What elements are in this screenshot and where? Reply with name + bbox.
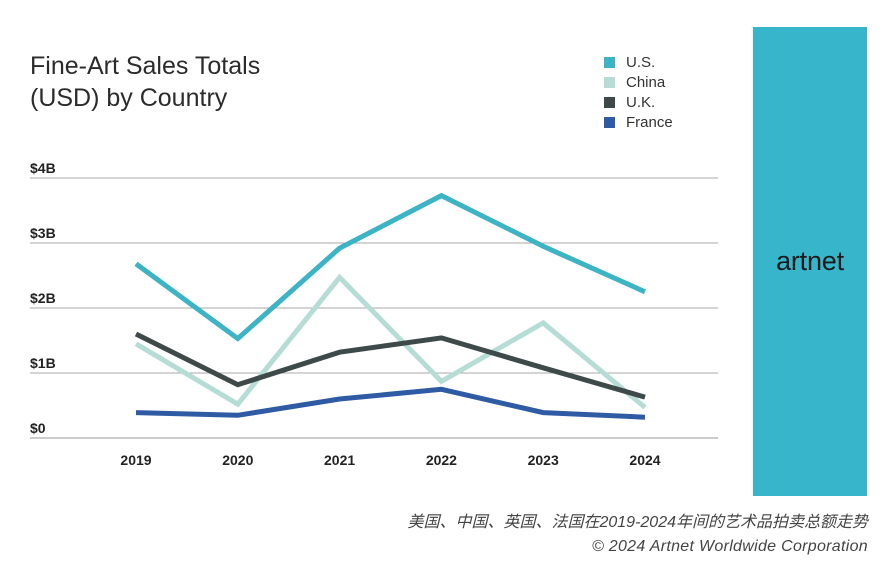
series-line-us (134, 192, 647, 342)
caption-copyright: © 2024 Artnet Worldwide Corporation (591, 538, 868, 555)
artnet-logo: artnet (776, 246, 844, 276)
artnet-brand-panel: artnet (753, 27, 867, 496)
legend-swatch (604, 76, 615, 88)
legend-item: France (604, 112, 673, 132)
legend-label: China (626, 73, 666, 91)
legend-swatch (604, 56, 615, 68)
x-tick-label: 2022 (426, 452, 457, 468)
x-tick-label: 2021 (324, 452, 355, 468)
caption-description: 美国、中国、英国、法国在2019-2024年间的艺术品拍卖总额走势 (407, 514, 868, 531)
y-tick-label: $0 (30, 420, 46, 436)
series-line-uk (134, 331, 646, 400)
legend-item: China (604, 72, 673, 92)
chart-legend: U.S. China U.K. France (604, 52, 673, 132)
y-tick-label: $2B (30, 290, 56, 306)
y-tick-label: $4B (30, 160, 56, 176)
x-tick-label: 2019 (120, 452, 151, 468)
chart-title: Fine-Art Sales Totals (USD) by Country (30, 50, 260, 114)
chart-title-line2: (USD) by Country (30, 84, 228, 112)
chart-title-line1: Fine-Art Sales Totals (30, 52, 261, 80)
legend-label: France (626, 113, 673, 131)
legend-label: U.K. (626, 93, 656, 111)
x-tick-label: 2024 (629, 452, 660, 468)
series-line-china (134, 273, 647, 410)
y-tick-label: $3B (30, 225, 56, 241)
y-tick-label: $1B (30, 355, 56, 371)
legend-swatch (604, 96, 615, 108)
legend-item: U.K. (604, 92, 673, 112)
x-tick-label: 2020 (222, 452, 253, 468)
legend-swatch (604, 116, 615, 128)
legend-item: U.S. (604, 52, 673, 72)
x-tick-label: 2023 (528, 452, 559, 468)
legend-label: U.S. (626, 53, 656, 71)
series-line-france (135, 386, 646, 420)
